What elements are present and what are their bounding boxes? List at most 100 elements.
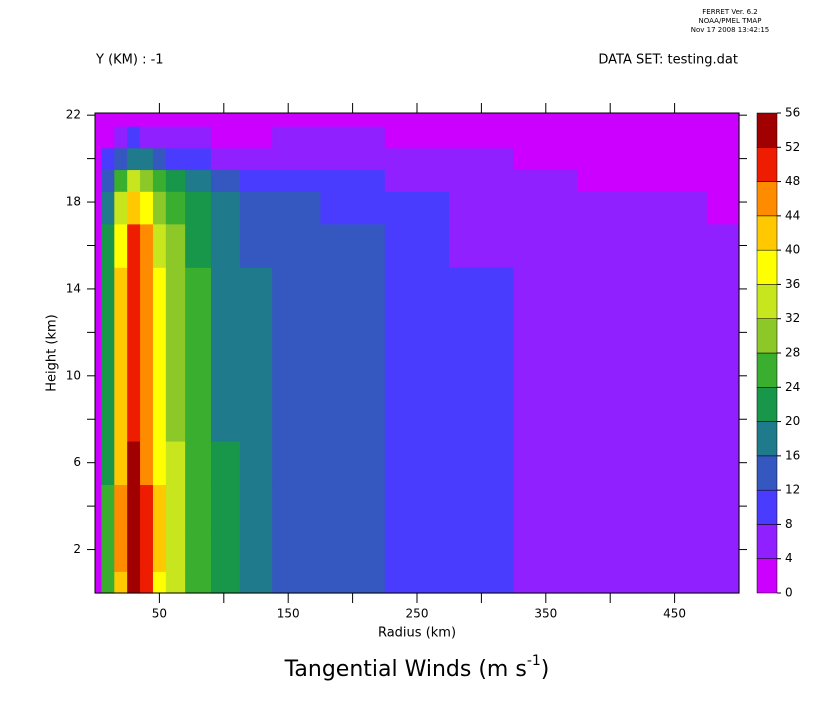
contour-cell <box>513 440 579 486</box>
colorbar-band <box>756 147 778 182</box>
contour-cell <box>320 126 386 149</box>
contour-cell <box>513 527 579 572</box>
contour-cell <box>272 310 321 355</box>
contour-cell <box>449 147 515 171</box>
x-tick-label: 350 <box>534 607 557 621</box>
contour-cell <box>706 126 740 149</box>
contour-cell <box>101 484 115 529</box>
contour-cell <box>210 310 241 355</box>
contour-cell <box>140 354 154 399</box>
contour-cell <box>642 397 708 442</box>
contour-cell <box>320 169 386 192</box>
contour-cell <box>642 527 708 572</box>
colorbar-band <box>756 318 778 354</box>
contour-cell <box>578 113 643 127</box>
contour-cell <box>165 354 186 399</box>
contour-cell <box>384 310 450 355</box>
contour-cell <box>101 440 115 486</box>
colorbar-band <box>756 421 778 457</box>
contour-cell <box>185 147 212 171</box>
contour-cell <box>114 571 128 594</box>
contour-cell <box>95 147 103 171</box>
contour-cell <box>101 113 115 127</box>
colorbar-band <box>756 489 778 525</box>
contour-cell <box>152 397 167 442</box>
contour-cell <box>127 354 141 399</box>
colorbar-label: 16 <box>785 448 800 462</box>
contour-cell <box>706 147 740 171</box>
contour-cell <box>449 223 515 268</box>
contour-cell <box>320 310 386 355</box>
contour-cell <box>95 310 103 355</box>
contour-cell <box>578 147 643 171</box>
contour-cell <box>127 484 141 529</box>
contour-cell <box>140 484 154 529</box>
contour-cell <box>272 527 321 572</box>
contour-cell <box>384 147 450 171</box>
contour-cell <box>140 397 154 442</box>
contour-cell <box>706 440 740 486</box>
contour-cell <box>152 126 167 149</box>
contour-cell <box>127 169 141 192</box>
contour-cell <box>185 126 212 149</box>
contour-cell <box>449 354 515 399</box>
y-tick-label: 2 <box>73 542 81 556</box>
contour-cell <box>152 484 167 529</box>
colorbar-band <box>756 284 778 319</box>
contour-cell <box>152 267 167 312</box>
contour-cell <box>513 571 579 594</box>
contour-cell <box>210 354 241 399</box>
contour-cell <box>272 484 321 529</box>
contour-cell <box>706 310 740 355</box>
contour-cell <box>578 191 643 225</box>
contour-cell <box>101 126 115 149</box>
contour-cell <box>140 571 154 594</box>
contour-cell <box>165 169 186 192</box>
contour-cell <box>127 223 141 268</box>
contour-cell <box>642 267 708 312</box>
contour-cell <box>320 397 386 442</box>
contour-cell <box>239 267 273 312</box>
contour-cell <box>140 147 154 171</box>
contour-cell <box>185 191 212 225</box>
y-tick-label: 6 <box>73 455 81 469</box>
contour-cell <box>185 484 212 529</box>
contour-cell <box>706 223 740 268</box>
contour-cell <box>152 223 167 268</box>
contour-cell <box>706 267 740 312</box>
contour-cell <box>384 484 450 529</box>
contour-cell <box>185 169 212 192</box>
contour-cell <box>320 223 386 268</box>
contour-cell <box>272 354 321 399</box>
contour-cell <box>95 354 103 399</box>
contour-cell <box>101 223 115 268</box>
header-line: FERRET Ver. 6.2 <box>702 8 757 16</box>
contour-cell <box>272 147 321 171</box>
contour-cell <box>101 354 115 399</box>
contour-cell <box>272 113 321 127</box>
contour-cell <box>152 191 167 225</box>
contour-cell <box>320 113 386 127</box>
contour-cell <box>320 527 386 572</box>
colorbar-band <box>756 215 778 251</box>
contour-cell <box>210 147 241 171</box>
contour-cell <box>578 354 643 399</box>
contour-cell <box>95 527 103 572</box>
contour-cell <box>449 440 515 486</box>
contour-cell <box>101 191 115 225</box>
contour-cell <box>706 191 740 225</box>
contour-cell <box>95 571 103 594</box>
contour-cell <box>513 169 579 192</box>
contour-cell <box>320 267 386 312</box>
contour-cell <box>152 169 167 192</box>
contour-cell <box>384 440 450 486</box>
contour-cell <box>101 169 115 192</box>
colorbar-label: 44 <box>785 208 800 222</box>
contour-cell <box>127 440 141 486</box>
contour-cell <box>320 440 386 486</box>
contour-cell <box>127 310 141 355</box>
contour-cell <box>384 169 450 192</box>
contour-cell <box>152 354 167 399</box>
contour-cell <box>239 147 273 171</box>
